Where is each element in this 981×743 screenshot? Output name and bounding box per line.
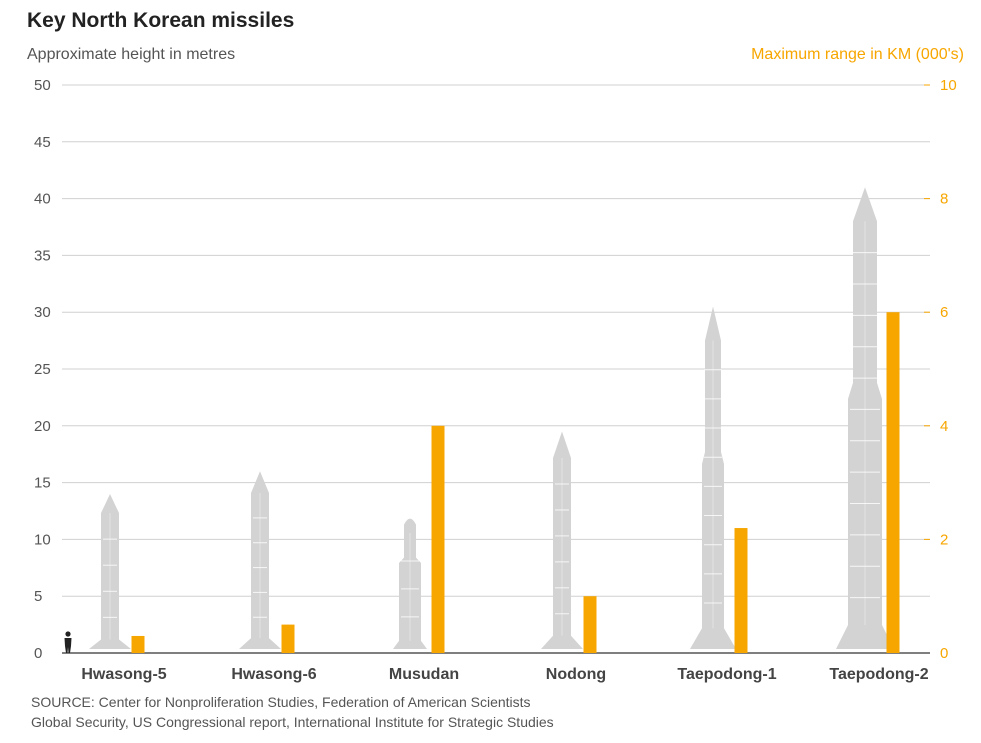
category-label: Musudan [389, 666, 459, 683]
category-label: Taepodong-1 [677, 666, 776, 683]
right-tick-label: 0 [940, 645, 948, 662]
right-tick-label: 2 [940, 531, 948, 548]
source-line-2: Global Security, US Congressional report… [31, 714, 554, 730]
left-tick-label: 35 [34, 247, 51, 264]
missile-hwasong-5 [89, 493, 131, 649]
left-tick-label: 45 [34, 134, 51, 151]
left-tick-label: 15 [34, 475, 51, 492]
left-tick-label: 50 [34, 77, 51, 94]
right-tick-label: 10 [940, 77, 957, 94]
right-axis-label: Maximum range in KM (000's) [751, 46, 964, 63]
range-bar-nodong [583, 596, 597, 653]
left-axis-label: Approximate height in metres [27, 46, 236, 63]
left-tick-label: 30 [34, 304, 51, 321]
left-tick-label: 0 [34, 645, 42, 662]
left-tick-label: 10 [34, 531, 51, 548]
category-label: Hwasong-6 [231, 666, 316, 683]
missile-nodong [541, 431, 583, 649]
range-bar-musudan [431, 425, 445, 653]
right-tick-label: 4 [940, 418, 948, 435]
category-label: Taepodong-2 [829, 666, 928, 683]
missile-musudan [393, 518, 427, 649]
left-tick-label: 20 [34, 418, 51, 435]
right-tick-label: 8 [940, 191, 948, 208]
right-tick-label: 6 [940, 304, 948, 321]
person-body [64, 638, 72, 653]
person-icon [64, 631, 72, 653]
left-tick-label: 25 [34, 361, 51, 378]
person-head [65, 631, 71, 637]
range-bar-hwasong-5 [131, 635, 145, 653]
range-bar-taepodong-1 [734, 528, 748, 653]
left-tick-label: 40 [34, 191, 51, 208]
category-label: Nodong [546, 666, 606, 683]
source-line-1: SOURCE: Center for Nonproliferation Stud… [31, 694, 531, 710]
chart-title: Key North Korean missiles [27, 9, 295, 32]
left-tick-label: 5 [34, 588, 42, 605]
range-bar-hwasong-6 [281, 624, 295, 653]
missile-hwasong-6 [239, 471, 281, 649]
category-label: Hwasong-5 [81, 666, 166, 683]
source-note: SOURCE: Center for Nonproliferation Stud… [31, 692, 554, 732]
missile-taepodong-2 [836, 187, 894, 650]
range-bar-taepodong-2 [886, 312, 900, 653]
missile-taepodong-1 [690, 306, 736, 649]
